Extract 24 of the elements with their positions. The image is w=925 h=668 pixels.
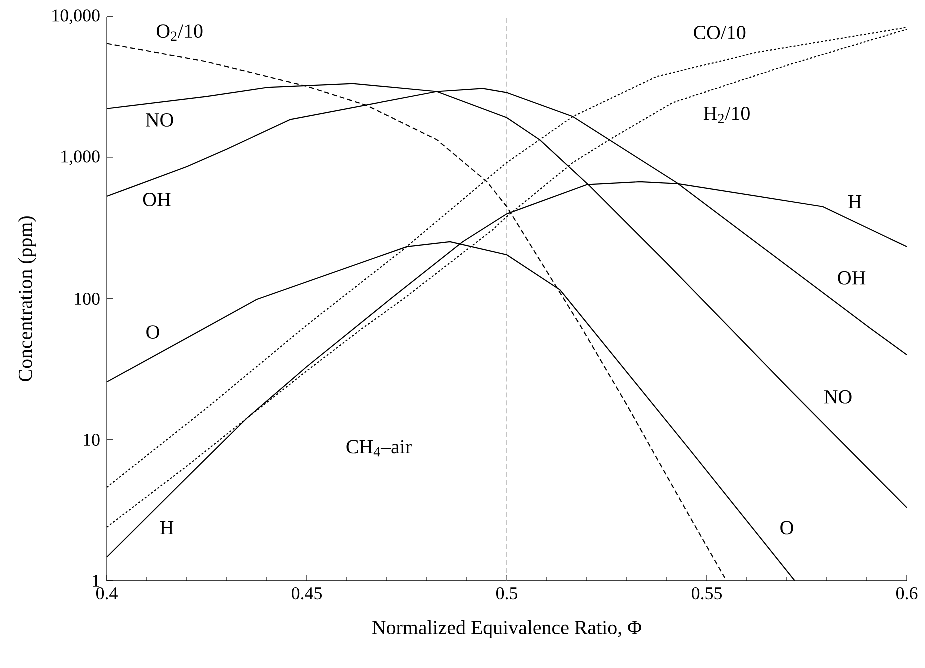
y-tick-label: 100 xyxy=(75,292,100,306)
x-tick-label: 0.45 xyxy=(292,587,322,600)
annotation: O xyxy=(146,326,160,339)
x-tick-label: 0.6 xyxy=(896,587,918,600)
annotation: CH$_{4}$–air xyxy=(346,440,412,457)
annotation: OH xyxy=(143,193,171,206)
annotation: O$_{2}$/10 xyxy=(156,24,203,41)
annotation: H xyxy=(160,521,174,534)
x-tick-label: 0.55 xyxy=(692,587,722,600)
annotation: CO/10 xyxy=(694,26,746,40)
y-tick-label: 1 xyxy=(93,575,100,587)
annotation: H xyxy=(848,195,862,208)
annotation: H$_{2}$/10 xyxy=(704,106,750,124)
annotation: NO xyxy=(146,114,174,127)
annotation: NO xyxy=(824,390,852,404)
x-tick-label: 0.4 xyxy=(96,587,118,600)
annotation: O xyxy=(780,521,794,535)
y-tick-label: 10,000 xyxy=(52,10,100,24)
y-axis-title: Concentration (ppm) xyxy=(18,216,36,382)
x-tick-label: 0.5 xyxy=(496,587,518,600)
annotation: OH xyxy=(838,271,866,285)
y-tick-label: 10 xyxy=(84,434,100,446)
y-tick-label: 1,000 xyxy=(62,150,100,166)
x-axis-title: Normalized Equivalence Ratio, Φ xyxy=(372,620,642,639)
